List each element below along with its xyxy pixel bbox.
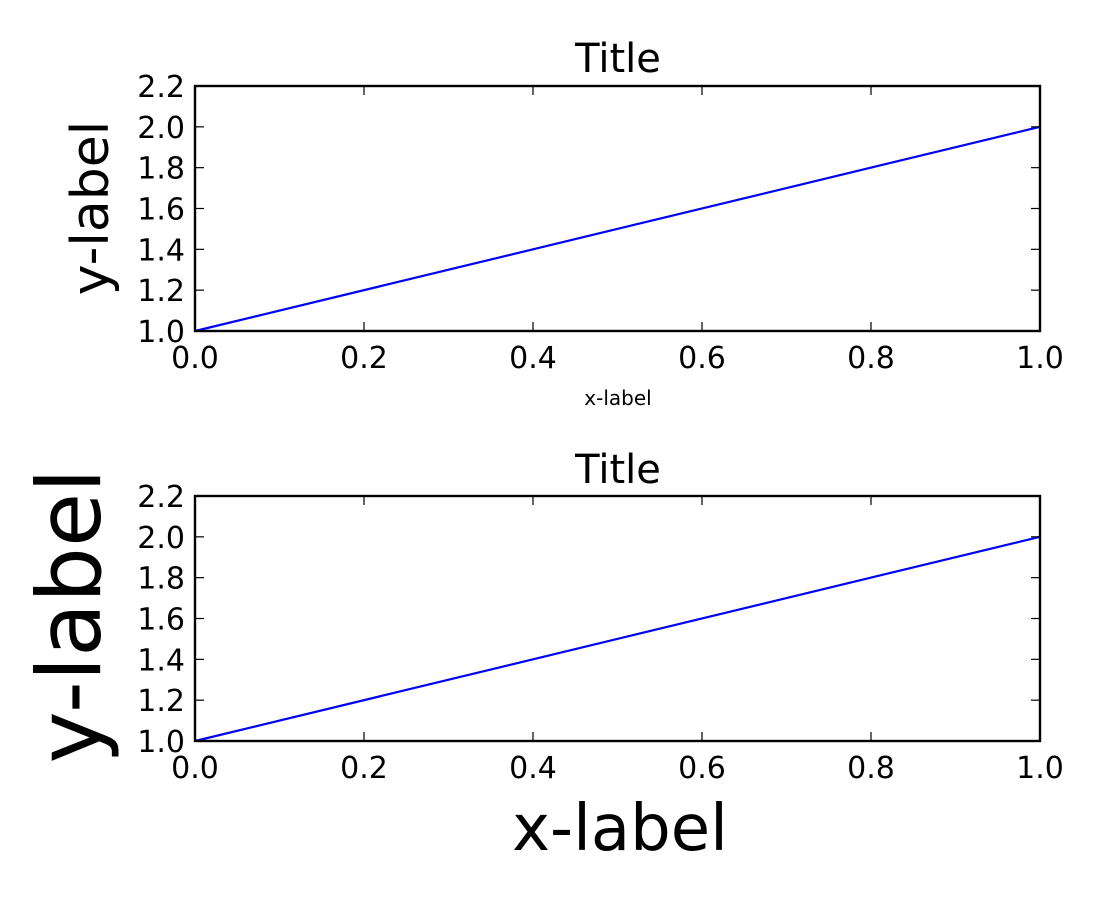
subplot-top-y-tick-label: 1.4 xyxy=(137,233,185,268)
subplot-bottom-x-tick-label: 0.0 xyxy=(171,751,219,786)
subplot-bottom-axes-frame xyxy=(193,494,1042,743)
subplot-top-x-tick-label: 0.2 xyxy=(340,341,388,376)
subplot-bottom-y-tick-label: 2.2 xyxy=(137,480,185,515)
subplot-bottom-y-tick-label: 1.6 xyxy=(137,603,185,638)
subplot-bottom-y-tick-label: 1.4 xyxy=(137,643,185,678)
subplot-top-y-tick-label: 1.8 xyxy=(137,152,185,187)
subplot-top-y-tick-label: 2.2 xyxy=(137,70,185,105)
subplot-top-series-line-0 xyxy=(194,125,1041,333)
subplot-top-y-tick-label: 1.6 xyxy=(137,193,185,228)
subplot-top-title: Title xyxy=(574,36,661,82)
subplot-bottom-x-tick-label: 0.6 xyxy=(678,751,726,786)
subplot-top-y-tick-label: 1.2 xyxy=(137,274,185,309)
subplot-top-x-tick-label: 0.6 xyxy=(678,341,726,376)
subplot-bottom: Title 0.0 0.2 0.4 0.6 0.8 1.0 1.0 1.2 1.4 1.6 1.8 2… xyxy=(18,447,1064,866)
subplot-top-x-tick-label: 0.8 xyxy=(847,341,895,376)
subplot-top-plot-area: 0.0 0.2 0.4 0.6 0.8 1.0 1.0 1.2 1.4 1.6 1.8 2.0 2.2 xyxy=(137,70,1064,376)
subplot-top-x-axis-label: x-label xyxy=(584,386,651,410)
subplot-bottom-y-tick-label: 2.0 xyxy=(137,521,185,556)
subplot-bottom-x-axis-label: x-label xyxy=(512,792,728,866)
subplot-top-y-tick-label: 1.0 xyxy=(137,315,185,350)
subplot-bottom-plot-area: 0.0 0.2 0.4 0.6 0.8 1.0 1.0 1.2 1.4 1.6 1.8 2.0 2.2 xyxy=(137,480,1064,786)
subplot-bottom-x-tick-label: 0.2 xyxy=(340,751,388,786)
subplot-top-y-tick-label: 2.0 xyxy=(137,111,185,146)
subplot-top-x-tick-label: 0.0 xyxy=(171,341,219,376)
subplot-bottom-title: Title xyxy=(574,447,661,493)
subplot-bottom-x-tick-label: 1.0 xyxy=(1016,751,1064,786)
subplot-top-axes-frame xyxy=(193,84,1042,333)
subplot-bottom-x-tick-label: 0.8 xyxy=(847,751,895,786)
subplot-top: Title 0.0 0.2 0.4 0.6 0.8 1.0 1.0 1.2 1.4 1.6 1.8 2… xyxy=(61,36,1064,410)
subplot-bottom-y-tick-label: 1.8 xyxy=(137,562,185,597)
subplot-bottom-series-line-0 xyxy=(194,535,1041,743)
subplot-bottom-y-axis-label: y-label xyxy=(18,468,121,763)
subplot-bottom-y-tick-label: 1.0 xyxy=(137,725,185,760)
subplot-bottom-y-tick-label: 1.2 xyxy=(137,684,185,719)
subplot-top-x-tick-label: 0.4 xyxy=(509,341,557,376)
subplot-top-x-tick-label: 1.0 xyxy=(1016,341,1064,376)
subplot-top-y-axis-label: y-label xyxy=(61,121,121,295)
subplot-bottom-x-tick-label: 0.4 xyxy=(509,751,557,786)
